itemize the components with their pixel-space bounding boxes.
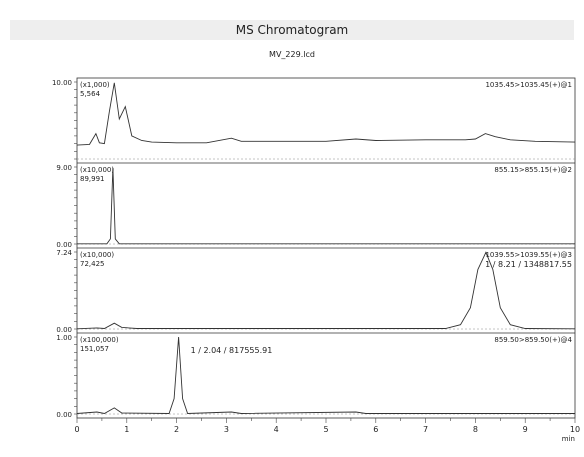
multiplier-label: (x100,000) xyxy=(80,336,119,344)
max-intensity-label: 5,564 xyxy=(80,90,101,98)
y-bottom-label: 0.00 xyxy=(56,326,72,334)
x-tick-label: 0 xyxy=(74,425,79,434)
y-bottom-label: 0.00 xyxy=(56,241,72,249)
series-line xyxy=(76,336,575,414)
trace-label: 1035.45>1035.45(+)@1 xyxy=(485,81,572,89)
chart-subtitle: MV_229.lcd xyxy=(269,50,315,59)
trace-label: 855.15>855.15(+)@2 xyxy=(494,166,572,174)
peak-annotation: 1 / 8.21 / 1348817.55 xyxy=(485,260,572,269)
chart-title: MS Chromatogram xyxy=(235,23,349,37)
x-tick-label: 7 xyxy=(423,425,428,434)
x-tick-label: 4 xyxy=(274,425,279,434)
y-bottom-label: 0.00 xyxy=(56,411,72,419)
max-intensity-label: 72,425 xyxy=(80,260,105,268)
x-tick-label: 1 xyxy=(124,425,129,434)
title-bar: MS Chromatogram xyxy=(10,20,574,40)
series-line xyxy=(76,251,576,330)
x-tick-label: 6 xyxy=(373,425,378,434)
y-top-label: 9.00 xyxy=(56,164,72,172)
y-top-label: 10.00 xyxy=(52,79,72,87)
series-line xyxy=(77,167,575,245)
series-line xyxy=(76,82,576,146)
peak-annotation: 1 / 2.04 / 817555.91 xyxy=(191,346,273,355)
x-tick-label: 10 xyxy=(570,425,580,434)
trace-label: 1039.55>1039.55(+)@3 xyxy=(485,251,572,259)
y-top-label: 1.00 xyxy=(56,334,72,342)
max-intensity-label: 151,057 xyxy=(80,345,109,353)
trace-label: 859.50>859.50(+)@4 xyxy=(494,336,572,344)
x-tick-label: 3 xyxy=(224,425,229,434)
max-intensity-label: 89,991 xyxy=(80,175,105,183)
multiplier-label: (x1,000) xyxy=(80,81,110,89)
multiplier-label: (x10,000) xyxy=(80,251,114,259)
x-tick-label: 2 xyxy=(174,425,179,434)
x-tick-label: 5 xyxy=(323,425,328,434)
y-top-label: 7.24 xyxy=(56,249,72,257)
x-tick-label: 8 xyxy=(473,425,478,434)
x-axis-label: min xyxy=(562,435,575,443)
x-tick-label: 9 xyxy=(523,425,528,434)
multiplier-label: (x10,000) xyxy=(80,166,114,174)
